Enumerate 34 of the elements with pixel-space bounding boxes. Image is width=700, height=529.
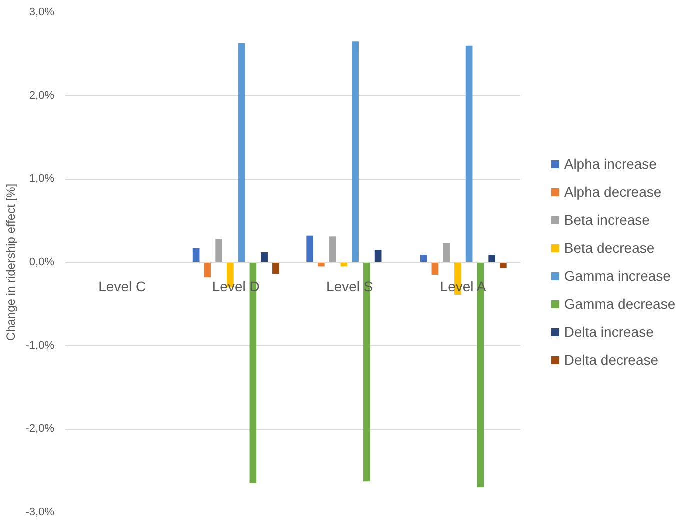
bar — [329, 236, 336, 262]
y-tick-label: -3,0% — [26, 506, 55, 518]
y-tick-label: -1,0% — [26, 340, 55, 352]
bar — [261, 252, 268, 262]
legend-label: Delta decrease — [564, 352, 659, 368]
bar — [306, 236, 314, 262]
legend-label: Delta increase — [564, 324, 654, 340]
bar — [352, 42, 359, 262]
legend-label: Alpha increase — [564, 156, 657, 172]
legend-label: Gamma increase — [564, 268, 671, 284]
y-tick-label: 3,0% — [29, 6, 55, 18]
bar — [272, 262, 280, 274]
bar — [238, 43, 246, 262]
bar — [477, 262, 484, 488]
y-tick-label: 1,0% — [29, 173, 55, 186]
bar — [500, 262, 507, 268]
bar — [192, 248, 200, 262]
bar — [432, 262, 439, 275]
legend-label: Beta decrease — [564, 240, 655, 256]
bar — [216, 239, 222, 262]
bar — [466, 46, 473, 262]
y-axis-title: Change in ridership effect [%] — [4, 184, 18, 342]
y-tick-label: 0,0% — [29, 256, 55, 268]
bar — [443, 243, 450, 262]
y-tick-label: 2,0% — [29, 90, 55, 102]
legend-label: Alpha decrease — [564, 184, 662, 200]
legend-label: Gamma decrease — [564, 296, 676, 312]
y-tick-label: -2,0% — [26, 423, 55, 436]
bar — [374, 250, 382, 262]
bar — [204, 262, 212, 278]
bar — [488, 255, 496, 262]
bar — [364, 262, 370, 482]
legend-label: Beta increase — [564, 212, 650, 228]
x-tick-label: Level C — [98, 278, 146, 294]
